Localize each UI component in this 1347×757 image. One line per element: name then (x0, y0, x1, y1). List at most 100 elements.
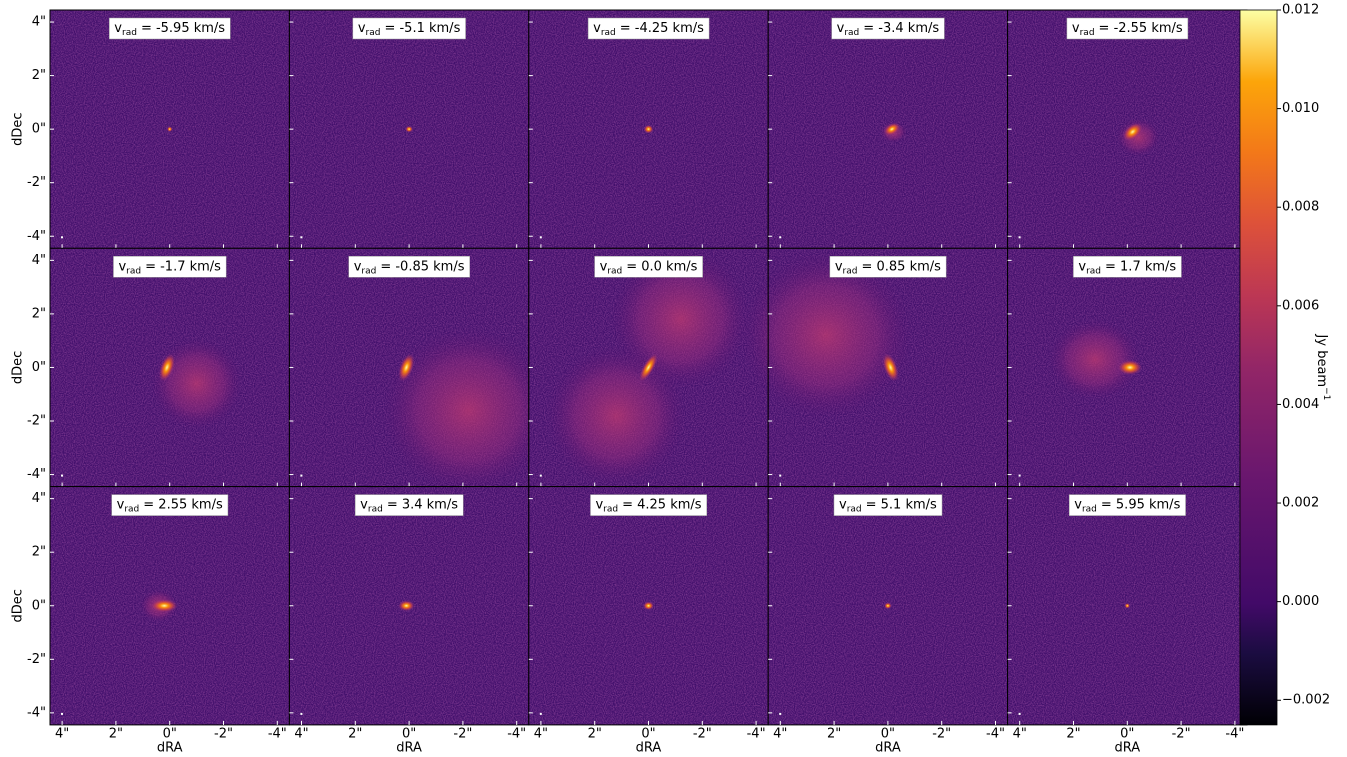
panel-label: vrad = 2.55 km/s (117, 497, 223, 514)
x-axis-label: dRA (157, 740, 183, 755)
panel: vrad = -5.1 km/s (288, 9, 530, 249)
label-symbol: v (1074, 497, 1082, 512)
x-axis-label: dRA (396, 740, 422, 755)
label-box (348, 256, 470, 278)
x-tick-label: -4" (268, 726, 287, 741)
label-subscript: rad (1082, 504, 1097, 514)
beam (61, 712, 63, 715)
label-subscript: rad (124, 504, 139, 514)
label-box (829, 256, 947, 278)
label-value: = 0.0 km/s (626, 259, 697, 274)
label-subscript: rad (1080, 28, 1095, 38)
beam (539, 712, 542, 715)
x-tick-label: 2" (1066, 726, 1080, 741)
panel-label: vrad = 5.95 km/s (1074, 497, 1180, 514)
label-symbol: v (117, 497, 125, 512)
label-box (590, 494, 708, 516)
panel-label: vrad = 4.25 km/s (595, 497, 701, 514)
y-tick-label: 2" (32, 545, 46, 560)
y-tick-label: -2" (27, 175, 46, 190)
label-subscript: rad (366, 28, 381, 38)
label-box (354, 494, 464, 516)
label-value: = 0.85 km/s (861, 259, 941, 274)
emission (405, 125, 413, 133)
emission (398, 353, 415, 382)
beam (1018, 474, 1021, 477)
beam (539, 236, 542, 239)
x-tick-label: 2" (827, 726, 841, 741)
label-symbol: v (595, 497, 603, 512)
beam (539, 474, 542, 477)
x-tick-label: -2" (1172, 726, 1191, 741)
panel: vrad = 1.7 km/s (1007, 247, 1248, 488)
y-tick-label: 2" (32, 306, 46, 321)
x-axis-label: dRA (1114, 740, 1140, 755)
x-tick-label: -4" (507, 726, 526, 741)
label-symbol: v (360, 497, 368, 512)
panel: vrad = 3.4 km/s (288, 486, 530, 726)
colorbar-tick-label: 0.002 (1282, 496, 1319, 511)
colorbar-tick-label: 0.008 (1282, 200, 1319, 215)
label-box (352, 17, 466, 40)
emission (882, 353, 899, 382)
label-value: = -2.55 km/s (1099, 21, 1183, 36)
label-box (111, 494, 229, 516)
emission (382, 327, 555, 494)
label-subscript: rad (843, 266, 858, 276)
x-tick-label: 4" (534, 726, 548, 741)
y-axis-label: dDec (11, 351, 26, 384)
y-tick-label: -4" (27, 705, 46, 720)
label-box (1066, 17, 1189, 40)
emission (546, 345, 687, 486)
y-tick-label: -2" (27, 652, 46, 667)
x-tick-label: 4" (1013, 726, 1027, 741)
label-value: = 3.4 km/s (387, 497, 458, 512)
x-tick-label: 0" (402, 726, 416, 741)
label-box (1073, 256, 1182, 278)
label-subscript: rad (361, 266, 376, 276)
x-tick-label: -4" (1225, 726, 1244, 741)
label-value: = 1.7 km/s (1105, 259, 1176, 274)
label-box (831, 17, 945, 40)
x-tick-label: -2" (932, 726, 951, 741)
label-box (113, 256, 227, 278)
emission (150, 337, 243, 430)
panel: vrad = -0.85 km/s (288, 247, 555, 494)
panel: vrad = 4.25 km/s (528, 486, 769, 726)
beam (61, 236, 63, 239)
x-tick-label: 4" (294, 726, 308, 741)
y-tick-label: -4" (27, 467, 46, 482)
x-tick-label: 2" (109, 726, 123, 741)
panel-label: vrad = 3.4 km/s (360, 497, 458, 514)
y-tick-label: 0" (32, 122, 46, 137)
x-tick-label: 0" (881, 726, 895, 741)
label-box (587, 17, 710, 40)
y-tick-label: 0" (32, 598, 46, 613)
panel-label: vrad = 0.85 km/s (835, 259, 941, 276)
panel: vrad = 5.95 km/s (1007, 486, 1248, 726)
label-symbol: v (837, 21, 845, 36)
colorbar-tick-label: 0.004 (1282, 397, 1319, 412)
emission (167, 126, 173, 132)
label-subscript: rad (603, 504, 618, 514)
label-symbol: v (358, 21, 366, 36)
x-tick-label: 0" (641, 726, 655, 741)
y-tick-label: -2" (27, 414, 46, 429)
y-tick-label: 2" (32, 68, 46, 83)
panel: vrad = -5.95 km/s (49, 9, 290, 249)
label-symbol: v (593, 21, 601, 36)
panel: vrad = -4.25 km/s (528, 9, 769, 249)
label-subscript: rad (1086, 266, 1101, 276)
label-subscript: rad (122, 28, 137, 38)
colorbar (1239, 9, 1278, 726)
emission (1124, 603, 1130, 609)
x-tick-label: -2" (214, 726, 233, 741)
x-tick-label: 2" (348, 726, 362, 741)
x-axis-label: dRA (636, 740, 662, 755)
panel: vrad = -3.4 km/s (767, 9, 1009, 249)
label-box (109, 17, 231, 40)
emission (884, 602, 892, 609)
label-symbol: v (114, 21, 122, 36)
x-tick-label: -2" (693, 726, 712, 741)
panel: vrad = -2.55 km/s (1007, 9, 1248, 249)
